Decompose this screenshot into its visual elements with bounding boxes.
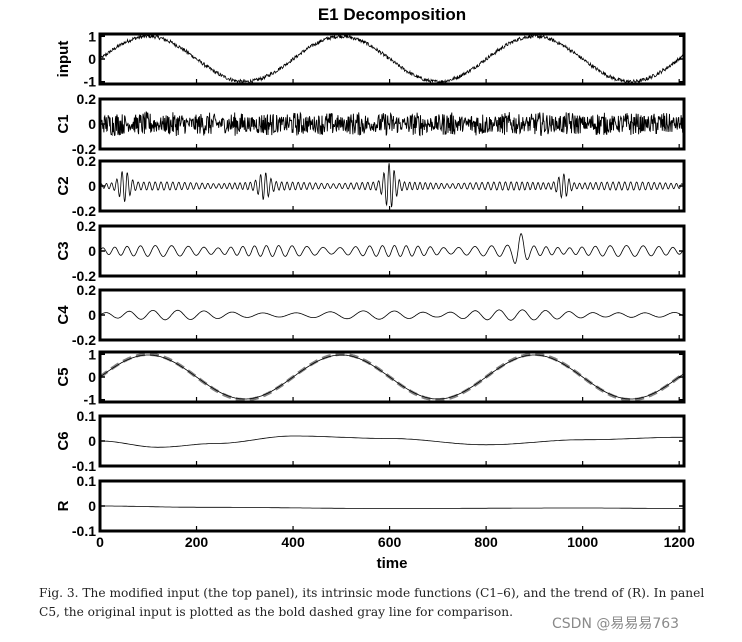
x-tick-label: 400 [281, 534, 305, 550]
y-tick-label: 0 [88, 307, 96, 323]
y-axis-label-c6: C6 [55, 431, 72, 450]
y-tick-label: 0.2 [77, 282, 97, 298]
y-tick-label: 0 [88, 498, 96, 514]
y-tick-label: -1 [84, 392, 97, 408]
y-tick-label: 0.2 [77, 218, 97, 234]
y-tick-label: 0 [88, 369, 96, 385]
series-line-c3 [100, 233, 684, 265]
y-tick-label: 0.2 [77, 153, 97, 169]
panel-c6: 0.1 0 -0.1C6 [55, 408, 686, 474]
y-axis-label-c1: C1 [55, 114, 72, 133]
y-axis-label-c4: C4 [55, 305, 72, 325]
x-tick-label: 800 [474, 534, 498, 550]
series-line-c1 [100, 110, 684, 137]
panel-frame [98, 288, 686, 342]
series-overlay-original-input [100, 352, 684, 402]
y-tick-label: -0.2 [72, 332, 96, 348]
watermark: CSDN @易易易763 [552, 616, 680, 632]
panel-c1: 0.2 0 -0.2C1 [55, 91, 686, 157]
chart-title: E1 Decomposition [318, 5, 466, 24]
figure-caption: Fig. 3. The modified input (the top pane… [39, 584, 709, 622]
x-tick-label: 1000 [567, 534, 598, 550]
y-axis-label-input: input [55, 41, 72, 78]
y-tick-label: 1 [88, 28, 96, 44]
y-tick-label: 0.1 [77, 408, 97, 424]
series-line-c6 [100, 435, 684, 448]
y-tick-label: 0 [88, 51, 96, 67]
y-tick-label: 0 [88, 433, 96, 449]
y-axis-label-c3: C3 [55, 241, 72, 260]
panel-input: 1 0 -1 input [55, 28, 686, 90]
panel-r: 0.1 0 -0.1 R [55, 473, 686, 539]
y-tick-label: 0 [88, 243, 96, 259]
x-tick-label: 600 [378, 534, 402, 550]
panels-group: 10-1input0.20-0.2C10.20-0.2C20.20-0.2C30… [55, 28, 686, 539]
x-tick-label: 0 [96, 534, 104, 550]
x-tick-label: 200 [185, 534, 209, 550]
y-tick-label: -0.2 [72, 141, 96, 157]
y-axis-label-c2: C2 [55, 176, 72, 195]
y-axis-label-r: R [55, 500, 72, 511]
series-line-r [100, 505, 684, 509]
panel-c4: 0.2 0 -0.2C4 [55, 282, 686, 348]
y-tick-label: -1 [84, 74, 97, 90]
y-axis-label-c5: C5 [55, 367, 72, 386]
panel-frame [98, 414, 686, 468]
x-axis: 0 200 400 600 800 1000 1200 [96, 79, 695, 550]
caption-text: The modified input (the top panel), its … [39, 586, 705, 619]
x-axis-label: time [377, 555, 408, 572]
y-tick-label: 0 [88, 178, 96, 194]
y-tick-label: -0.1 [72, 458, 96, 474]
y-tick-label: 0.1 [77, 473, 97, 489]
y-tick-label: -0.2 [72, 203, 96, 219]
figure-chart: E1 Decomposition 10-1input0.20-0.2C10.20… [55, 5, 695, 572]
y-tick-label: -0.2 [72, 268, 96, 284]
caption-label: Fig. 3. [39, 586, 79, 600]
y-tick-label: 0 [88, 116, 96, 132]
panel-c3: 0.2 0 -0.2C3 [55, 218, 686, 284]
series-line-c4 [100, 309, 684, 321]
panel-frame [98, 479, 686, 533]
panel-c2: 0.2 0 -0.2C2 [55, 153, 686, 219]
x-tick-label: 1200 [664, 534, 695, 550]
series-line-c2 [100, 163, 684, 208]
panel-c5: 1 0 -1 C5 [55, 346, 686, 408]
series-line-input [100, 34, 684, 84]
series-line-c5 [100, 354, 684, 400]
y-tick-label: 1 [88, 346, 96, 362]
y-tick-label: 0.2 [77, 91, 97, 107]
y-tick-label: -0.1 [72, 523, 96, 539]
panel-frame [98, 224, 686, 278]
